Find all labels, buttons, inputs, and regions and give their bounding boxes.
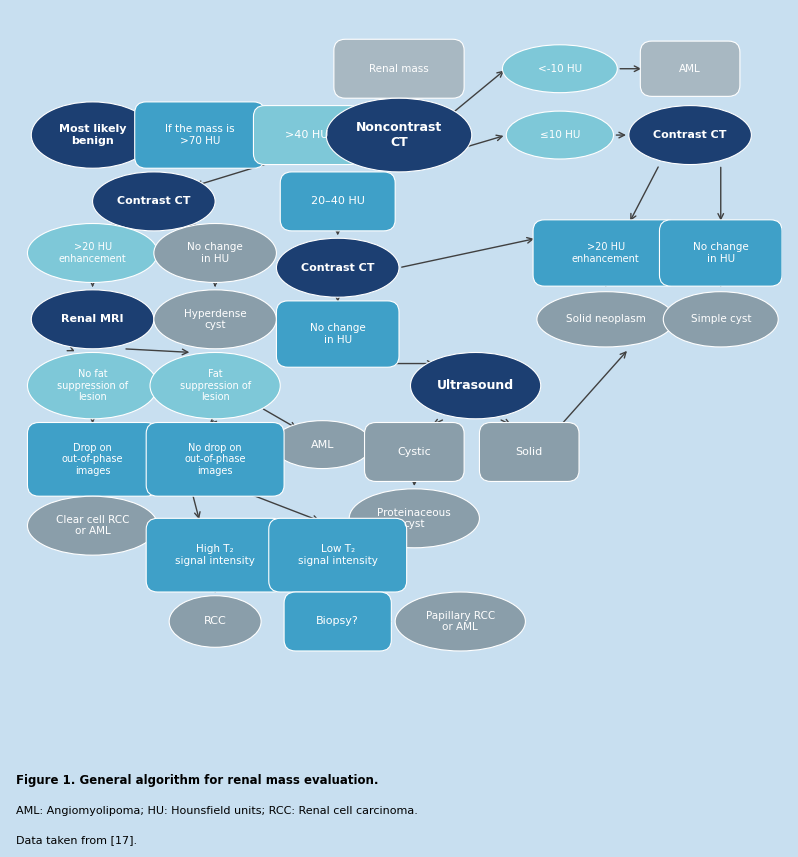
Text: No change
in HU: No change in HU bbox=[188, 243, 243, 264]
Text: Biopsy?: Biopsy? bbox=[316, 616, 359, 626]
Text: ≤10 HU: ≤10 HU bbox=[539, 130, 580, 140]
Ellipse shape bbox=[410, 352, 541, 419]
Text: Solid: Solid bbox=[516, 447, 543, 457]
FancyBboxPatch shape bbox=[254, 105, 361, 165]
Text: Renal MRI: Renal MRI bbox=[61, 315, 124, 324]
FancyBboxPatch shape bbox=[135, 102, 265, 168]
FancyBboxPatch shape bbox=[659, 220, 782, 286]
Ellipse shape bbox=[537, 291, 675, 347]
Text: Figure 1. General algorithm for renal mass evaluation.: Figure 1. General algorithm for renal ma… bbox=[16, 774, 378, 787]
Text: Simple cyst: Simple cyst bbox=[690, 315, 751, 324]
Ellipse shape bbox=[326, 99, 472, 172]
Text: Fat
suppression of
lesion: Fat suppression of lesion bbox=[180, 369, 251, 402]
Ellipse shape bbox=[395, 592, 525, 651]
Text: No drop on
out-of-phase
images: No drop on out-of-phase images bbox=[184, 443, 246, 476]
FancyBboxPatch shape bbox=[276, 301, 399, 368]
Text: >20 HU
enhancement: >20 HU enhancement bbox=[572, 243, 640, 264]
Ellipse shape bbox=[93, 172, 215, 231]
Text: AML: Angiomyolipoma; HU: Hounsfield units; RCC: Renal cell carcinoma.: AML: Angiomyolipoma; HU: Hounsfield unit… bbox=[16, 806, 418, 817]
FancyBboxPatch shape bbox=[365, 423, 464, 482]
Text: Papillary RCC
or AML: Papillary RCC or AML bbox=[425, 611, 495, 632]
Text: Drop on
out-of-phase
images: Drop on out-of-phase images bbox=[61, 443, 124, 476]
Text: Contrast CT: Contrast CT bbox=[654, 130, 727, 140]
Text: Hyperdense
cyst: Hyperdense cyst bbox=[184, 309, 247, 330]
FancyBboxPatch shape bbox=[146, 423, 284, 496]
Text: Most likely
benign: Most likely benign bbox=[59, 124, 126, 146]
Ellipse shape bbox=[169, 596, 261, 647]
Ellipse shape bbox=[27, 496, 158, 555]
Ellipse shape bbox=[150, 352, 280, 419]
Ellipse shape bbox=[350, 488, 480, 548]
FancyBboxPatch shape bbox=[280, 172, 395, 231]
Text: >20 HU
enhancement: >20 HU enhancement bbox=[59, 243, 126, 264]
Ellipse shape bbox=[506, 111, 614, 159]
Text: RCC: RCC bbox=[203, 616, 227, 626]
Text: If the mass is
>70 HU: If the mass is >70 HU bbox=[165, 124, 235, 146]
Ellipse shape bbox=[276, 238, 399, 297]
Text: Low T₂
signal intensity: Low T₂ signal intensity bbox=[298, 544, 377, 566]
Ellipse shape bbox=[154, 224, 276, 283]
Ellipse shape bbox=[154, 290, 276, 349]
FancyBboxPatch shape bbox=[640, 41, 740, 96]
Ellipse shape bbox=[31, 102, 154, 168]
FancyBboxPatch shape bbox=[146, 518, 284, 592]
Text: No fat
suppression of
lesion: No fat suppression of lesion bbox=[57, 369, 128, 402]
Text: Solid neoplasm: Solid neoplasm bbox=[566, 315, 646, 324]
Text: Cystic: Cystic bbox=[397, 447, 431, 457]
Text: Renal mass: Renal mass bbox=[369, 63, 429, 74]
FancyBboxPatch shape bbox=[533, 220, 678, 286]
Text: >40 HU: >40 HU bbox=[286, 130, 329, 140]
Text: Clear cell RCC
or AML: Clear cell RCC or AML bbox=[56, 515, 129, 536]
Text: No change
in HU: No change in HU bbox=[693, 243, 749, 264]
Text: Contrast CT: Contrast CT bbox=[301, 263, 374, 273]
Ellipse shape bbox=[629, 105, 752, 165]
FancyBboxPatch shape bbox=[269, 518, 407, 592]
Text: No change
in HU: No change in HU bbox=[310, 323, 365, 345]
Ellipse shape bbox=[503, 45, 618, 93]
FancyBboxPatch shape bbox=[284, 592, 391, 651]
Text: Data taken from [17].: Data taken from [17]. bbox=[16, 835, 137, 845]
Text: AML: AML bbox=[310, 440, 334, 450]
FancyBboxPatch shape bbox=[27, 423, 158, 496]
Text: AML: AML bbox=[679, 63, 701, 74]
Text: Contrast CT: Contrast CT bbox=[117, 196, 191, 207]
Ellipse shape bbox=[27, 352, 158, 419]
Text: <-10 HU: <-10 HU bbox=[538, 63, 582, 74]
FancyBboxPatch shape bbox=[480, 423, 579, 482]
Text: Proteinaceous
cyst: Proteinaceous cyst bbox=[377, 507, 451, 529]
Ellipse shape bbox=[31, 290, 154, 349]
Text: High T₂
signal intensity: High T₂ signal intensity bbox=[176, 544, 255, 566]
Text: Ultrasound: Ultrasound bbox=[437, 379, 514, 393]
Ellipse shape bbox=[663, 291, 778, 347]
Text: Noncontrast
CT: Noncontrast CT bbox=[356, 121, 442, 149]
FancyBboxPatch shape bbox=[334, 39, 464, 99]
Ellipse shape bbox=[273, 421, 372, 469]
Ellipse shape bbox=[27, 224, 158, 283]
Text: 20–40 HU: 20–40 HU bbox=[310, 196, 365, 207]
